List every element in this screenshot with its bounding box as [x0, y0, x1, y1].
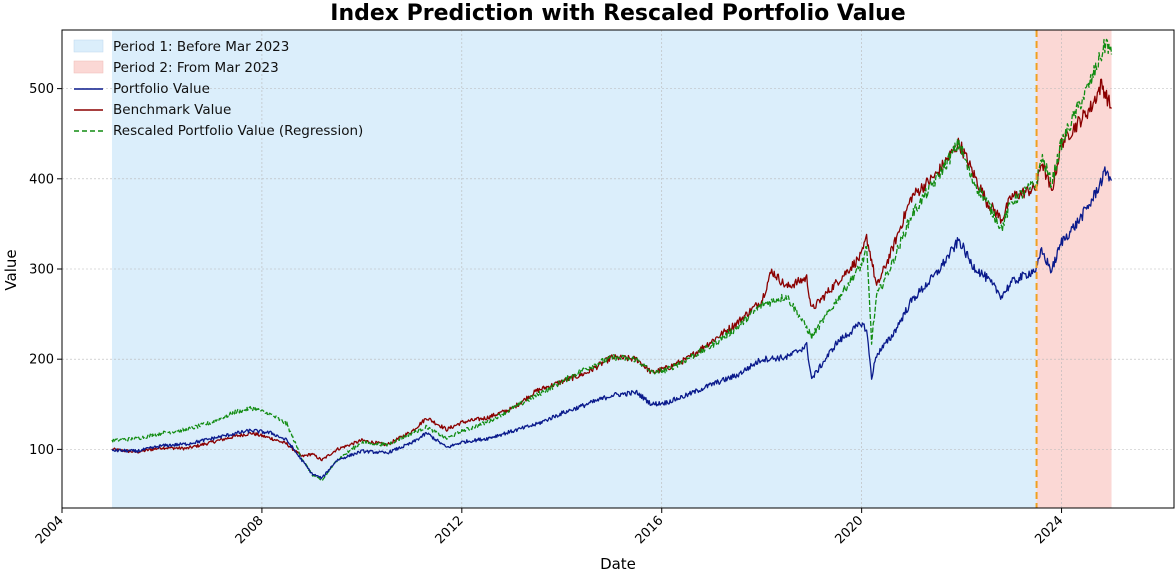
- y-tick-label: 300: [29, 263, 54, 278]
- legend-label-period-1: Period 1: Before Mar 2023: [113, 39, 289, 55]
- series-line-rescaled: [111, 38, 1113, 482]
- legend: Period 1: Before Mar 2023 Period 2: From…: [73, 39, 363, 139]
- series-line-portfolio: [111, 166, 1113, 480]
- y-axis: 100 200 300 400 500: [29, 82, 62, 458]
- legend-label-portfolio: Portfolio Value: [113, 81, 210, 97]
- legend-swatch-period-2: [73, 60, 104, 74]
- y-tick-label: 100: [29, 443, 54, 458]
- series-layer: [111, 38, 1113, 482]
- chart-title: Index Prediction with Rescaled Portfolio…: [330, 1, 905, 26]
- y-tick-label: 200: [29, 353, 54, 368]
- legend-label-rescaled: Rescaled Portfolio Value (Regression): [113, 123, 363, 139]
- y-tick-label: 500: [29, 82, 54, 97]
- legend-label-period-2: Period 2: From Mar 2023: [113, 60, 279, 76]
- plot-area: [61, 29, 1175, 509]
- y-tick-label: 400: [29, 172, 54, 187]
- y-axis-label: Value: [2, 249, 20, 290]
- legend-label-benchmark: Benchmark Value: [113, 102, 231, 118]
- x-axis-label: Date: [600, 555, 636, 573]
- legend-swatch-period-1: [73, 39, 104, 53]
